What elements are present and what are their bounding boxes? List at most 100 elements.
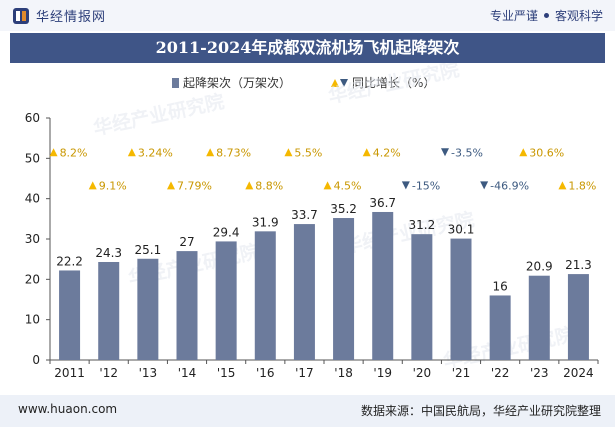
- y-tick-label: 0: [32, 353, 40, 367]
- x-tick-label: '15: [217, 366, 236, 380]
- up-triangle-icon: [167, 181, 175, 190]
- bar: [450, 238, 472, 360]
- chart-legend: 起降架次（万架次） 同比增长（%）: [172, 76, 435, 90]
- growth-label: 4.5%: [334, 179, 362, 192]
- legend-growth-label: 同比增长（%）: [352, 76, 435, 90]
- legend-up-triangle-icon: [331, 79, 339, 87]
- x-tick-label: 2024: [563, 366, 594, 380]
- bar-value-label: 35.2: [330, 202, 357, 216]
- up-triangle-icon: [245, 181, 254, 190]
- bar: [411, 234, 433, 360]
- down-triangle-icon: [401, 181, 410, 190]
- watermark-text: 华经产业研究院: [91, 90, 226, 140]
- up-triangle-icon: [127, 148, 136, 157]
- bar: [176, 251, 198, 360]
- tagline-left: 专业严谨: [489, 9, 538, 23]
- legend-down-triangle-icon: [340, 79, 348, 87]
- data-source: 数据来源：中国民航局，华经产业研究院整理: [360, 404, 601, 418]
- bar: [254, 231, 276, 360]
- bar-value-label: 31.9: [252, 215, 279, 229]
- up-triangle-icon: [519, 148, 528, 157]
- tagline: 专业严谨 客观科学: [490, 7, 603, 24]
- bar-value-label: 24.3: [95, 246, 122, 260]
- bar-value-label: 29.4: [213, 225, 240, 239]
- y-tick-label: 60: [25, 111, 40, 125]
- footer-bar: www.huaon.com 数据来源：中国民航局，华经产业研究院整理: [0, 395, 615, 427]
- growth-label: 8.8%: [255, 179, 283, 192]
- up-triangle-icon: [558, 181, 567, 190]
- bar: [528, 275, 550, 360]
- down-triangle-icon: [480, 181, 489, 190]
- bar: [215, 241, 237, 360]
- bar-chart: 起降架次（万架次）同比增长（%） 华经产业研究院华经产业研究院华经产业研究院华经…: [25, 63, 599, 380]
- growth-label: 5.5%: [294, 146, 322, 159]
- bar-value-label: 20.9: [526, 260, 553, 274]
- legend-bars-label: 起降架次（万架次）: [183, 76, 291, 90]
- watermark-text: 华经产业研究院: [326, 63, 461, 108]
- up-triangle-icon: [88, 181, 97, 190]
- bar-value-label: 27: [179, 235, 194, 249]
- title-band: 2011-2024年成都双流机场飞机起降架次: [10, 33, 605, 63]
- top-bar: 华经情报网 专业严谨 客观科学: [0, 0, 615, 31]
- growth-labels: 8.2% 9.1% 3.24% 7.79% 8.73% 8.8% 5.5% 4.5% 4.2% -…: [49, 146, 596, 192]
- bar: [333, 218, 355, 360]
- x-tick-label: '14: [178, 366, 197, 380]
- x-tick-label: '20: [413, 366, 432, 380]
- growth-label: 4.2%: [373, 146, 401, 159]
- up-triangle-icon: [49, 148, 58, 157]
- growth-label: -15%: [412, 179, 440, 192]
- growth-label: 9.1%: [99, 179, 127, 192]
- bar: [293, 224, 315, 360]
- brand-name: 华经情报网: [36, 10, 107, 25]
- x-tick-label: '23: [530, 366, 549, 380]
- y-tick-label: 40: [25, 192, 40, 206]
- bar: [489, 295, 511, 360]
- legend-bar-swatch: [172, 78, 179, 88]
- growth-label: 3.24%: [138, 146, 173, 159]
- up-triangle-icon: [362, 148, 371, 157]
- bar-value-label: 31.2: [408, 218, 435, 232]
- up-triangle-icon: [323, 181, 332, 190]
- bar-value-label: 16: [493, 279, 508, 293]
- up-triangle-icon: [206, 148, 215, 157]
- growth-label: 1.8%: [568, 179, 596, 192]
- x-tick-label: '13: [139, 366, 158, 380]
- tagline-right: 客观科学: [554, 9, 603, 23]
- y-tick-label: 20: [25, 272, 40, 286]
- y-tick-label: 10: [25, 313, 40, 327]
- x-tick-label: '22: [491, 366, 510, 380]
- bar: [98, 261, 120, 360]
- x-tick-label: '16: [256, 366, 275, 380]
- y-tick-label: 30: [25, 232, 40, 246]
- bar-value-label: 21.3: [565, 258, 592, 272]
- growth-label: 30.6%: [529, 146, 564, 159]
- up-triangle-icon: [284, 148, 293, 157]
- bar-series: 22.2 2011 24.3 '12 25.1 '13 27 '14 29.4 '15 31.9 '1…: [54, 196, 593, 380]
- bar-value-label: 30.1: [448, 223, 475, 237]
- bar: [59, 270, 81, 360]
- tagline-dot: [543, 13, 549, 18]
- huajing-logo-icon: [13, 8, 29, 24]
- bar-value-label: 25.1: [134, 243, 161, 257]
- bar: [372, 211, 394, 360]
- x-tick-label: '12: [99, 366, 118, 380]
- down-triangle-icon: [441, 148, 449, 157]
- website-link[interactable]: www.huaon.com: [18, 402, 118, 416]
- x-tick-label: '18: [334, 366, 353, 380]
- growth-label: -46.9%: [490, 179, 529, 192]
- bar-value-label: 22.2: [56, 254, 83, 268]
- bar: [567, 274, 589, 360]
- bar: [137, 258, 159, 360]
- bar-value-label: 36.7: [369, 196, 396, 210]
- x-tick-label: '17: [295, 366, 314, 380]
- bar-value-label: 33.7: [291, 208, 318, 222]
- x-tick-label: 2011: [54, 366, 85, 380]
- x-tick-label: '19: [373, 366, 392, 380]
- x-tick-label: '21: [452, 366, 471, 380]
- chart-title: 2011-2024年成都双流机场飞机起降架次: [155, 38, 460, 57]
- y-tick-label: 50: [25, 151, 40, 165]
- growth-label: 8.73%: [216, 146, 251, 159]
- growth-label: -3.5%: [451, 146, 483, 159]
- growth-label: 7.79%: [177, 179, 212, 192]
- growth-label: 8.2%: [60, 146, 88, 159]
